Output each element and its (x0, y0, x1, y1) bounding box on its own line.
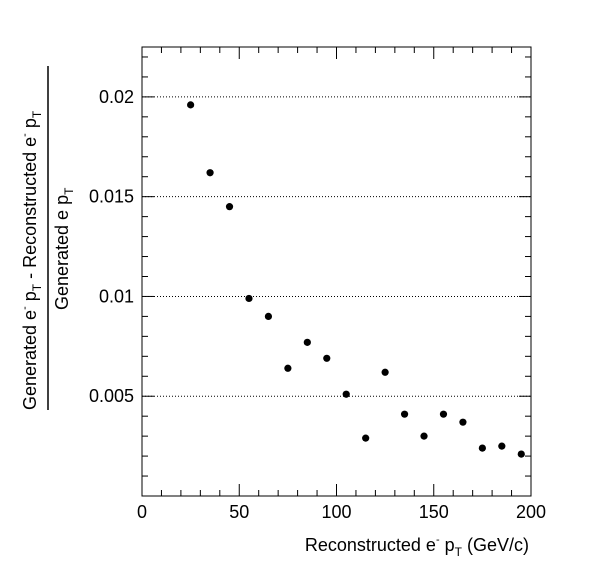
data-point (362, 434, 370, 442)
data-point (245, 294, 253, 303)
data-point (400, 410, 409, 418)
data-point (381, 368, 389, 376)
gridlines (142, 96, 531, 397)
data-point (284, 364, 292, 372)
data-point (498, 442, 506, 450)
data-point (303, 338, 311, 346)
data-point (206, 169, 214, 177)
y-axis-ticks: 0.005 0.01 0.015 0.02 (89, 56, 531, 477)
x-tick-label: 150 (419, 502, 449, 522)
y-axis-title: Generated e- pT - Reconstructed e- pT Ge… (19, 66, 76, 410)
x-tick-label: 0 (137, 502, 147, 522)
data-point (264, 312, 273, 320)
x-axis-ticks: 0 50 100 150 200 (137, 47, 546, 522)
data-point (517, 450, 525, 458)
data-points (187, 101, 525, 458)
data-point (420, 432, 428, 440)
data-point (478, 444, 486, 452)
x-tick-label: 100 (321, 502, 351, 522)
data-point (439, 410, 448, 418)
y-tick-label: 0.005 (89, 386, 134, 406)
y-tick-label: 0.02 (99, 87, 134, 107)
y-tick-label: 0.015 (89, 187, 134, 207)
x-tick-label: 200 (516, 502, 546, 522)
data-point (342, 390, 350, 398)
data-point (187, 101, 195, 109)
y-tick-label: 0.01 (99, 286, 134, 306)
data-point (459, 418, 467, 426)
x-axis-title: Reconstructed e- pT (GeV/c) (305, 534, 529, 559)
y-axis-title-denominator: Generated e pT (52, 187, 76, 310)
data-point (225, 203, 234, 211)
y-axis-title-numerator: Generated e- pT - Reconstructed e- pT (19, 110, 44, 410)
x-tick-label: 50 (229, 502, 249, 522)
plot-frame (141, 46, 532, 497)
data-point (323, 354, 331, 362)
